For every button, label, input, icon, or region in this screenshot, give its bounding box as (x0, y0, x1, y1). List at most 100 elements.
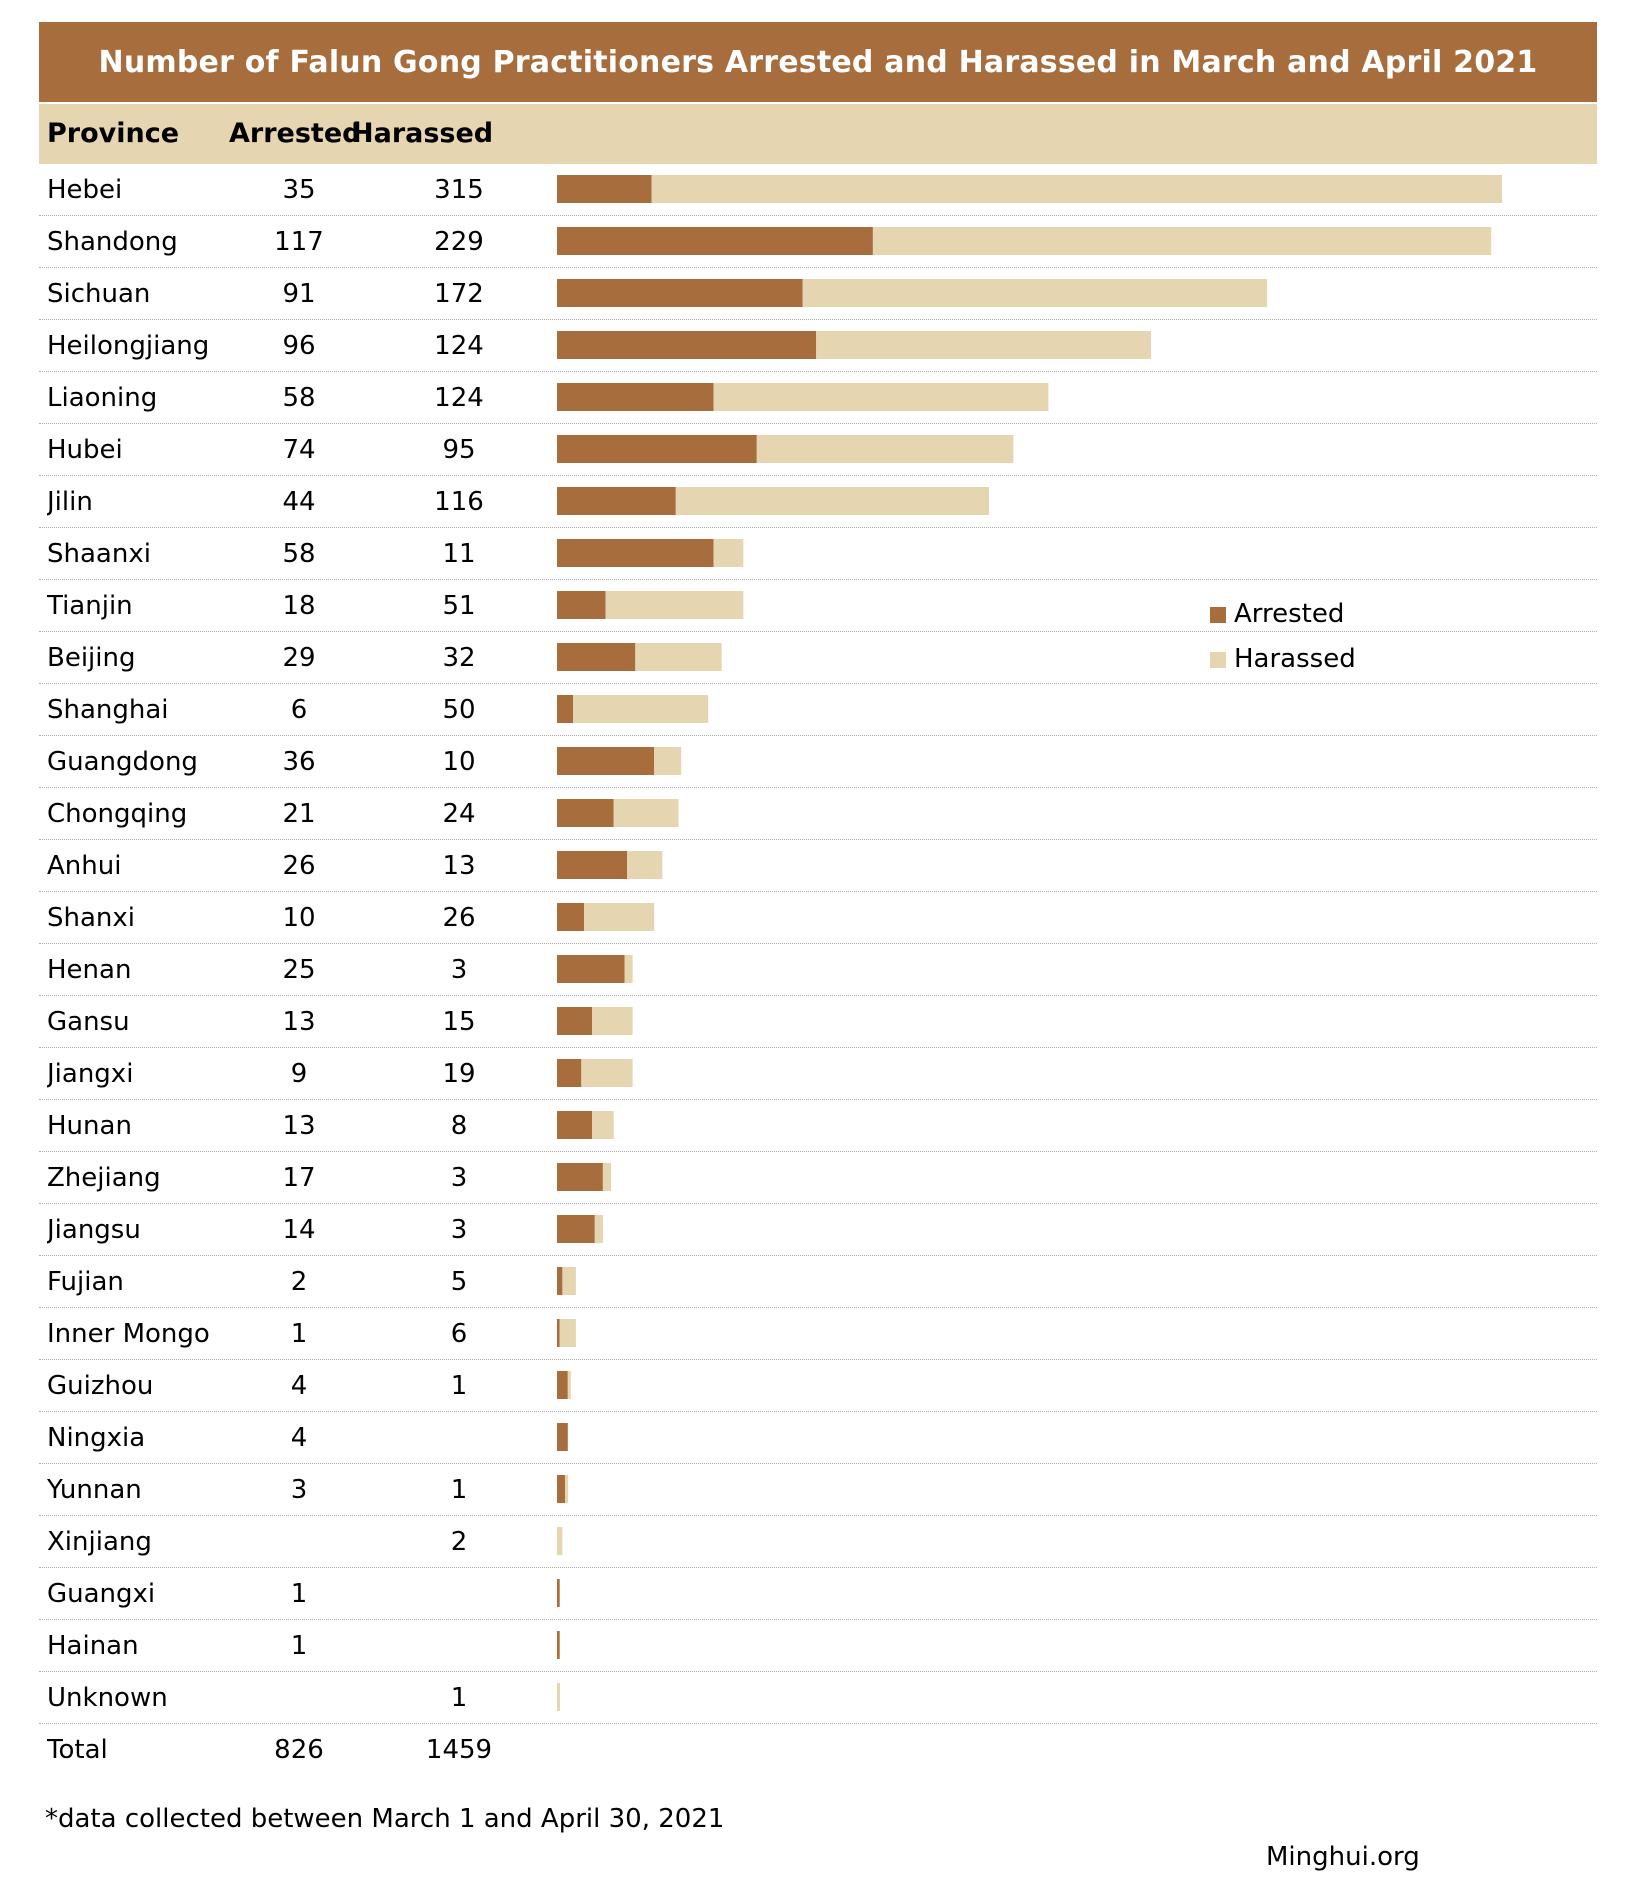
table-row: Yunnan 3 1 (39, 1464, 1597, 1516)
harassed-cell: 13 (442, 851, 476, 881)
legend-swatch-arrested (1210, 607, 1226, 623)
province-cell: Liaoning (47, 383, 158, 413)
arrested-cell: 9 (290, 1059, 308, 1089)
arrested-cell: 117 (274, 227, 324, 257)
table-row: Jiangxi 9 19 (39, 1048, 1597, 1100)
province-cell: Zhejiang (47, 1163, 161, 1193)
harassed-cell: 3 (450, 955, 468, 985)
footnote: *data collected between March 1 and Apri… (45, 1804, 725, 1834)
table-row: Tianjin 18 51 (39, 580, 1597, 632)
arrested-cell: 14 (282, 1215, 316, 1245)
province-cell: Hubei (47, 435, 123, 465)
table-row: Guangxi 1 (39, 1568, 1597, 1620)
harassed-cell: 32 (442, 643, 476, 673)
province-cell: Anhui (47, 851, 122, 881)
header-harassed: Harassed (351, 118, 494, 149)
arrested-cell: 18 (282, 591, 316, 621)
arrested-cell: 6 (290, 695, 308, 725)
province-cell: Guizhou (47, 1371, 154, 1401)
harassed-cell: 315 (434, 175, 484, 205)
province-cell: Shanxi (47, 903, 136, 933)
table-row: Shanxi 10 26 (39, 892, 1597, 944)
province-cell: Jiangxi (47, 1059, 134, 1089)
harassed-cell: 1 (450, 1683, 468, 1713)
province-cell: Chongqing (47, 799, 188, 829)
province-cell: Henan (47, 955, 132, 985)
province-cell: Tianjin (47, 591, 133, 621)
table-row: Heilongjiang 96 124 (39, 320, 1597, 372)
table-row: Liaoning 58 124 (39, 372, 1597, 424)
harassed-cell: 172 (434, 279, 484, 309)
arrested-cell: 74 (282, 435, 316, 465)
province-cell: Heilongjiang (47, 331, 210, 361)
arrested-cell: 4 (290, 1423, 308, 1453)
province-cell: Jiangsu (47, 1215, 141, 1245)
arrested-cell (249, 1672, 349, 1724)
arrested-cell (249, 1516, 349, 1568)
arrested-cell: 35 (282, 175, 316, 205)
table-row: Fujian 2 5 (39, 1256, 1597, 1308)
total-label: Total (47, 1735, 108, 1765)
table-row: Ningxia 4 (39, 1412, 1597, 1464)
province-cell: Shandong (47, 227, 178, 257)
legend-item-arrested: Arrested (1210, 597, 1356, 642)
table-row: Hubei 74 95 (39, 424, 1597, 476)
title-bar: Number of Falun Gong Practitioners Arres… (39, 22, 1597, 102)
legend-swatch-harassed (1210, 652, 1226, 668)
harassed-cell: 8 (450, 1111, 468, 1141)
legend-item-harassed: Harassed (1210, 642, 1356, 687)
table-row: Guizhou 4 1 (39, 1360, 1597, 1412)
arrested-cell: 91 (282, 279, 316, 309)
arrested-cell: 13 (282, 1007, 316, 1037)
arrested-cell: 58 (282, 539, 316, 569)
province-cell: Hebei (47, 175, 123, 205)
harassed-cell: 95 (442, 435, 476, 465)
table-row: Jilin 44 116 (39, 476, 1597, 528)
table-row: Jiangsu 14 3 (39, 1204, 1597, 1256)
table-row: Unknown 1 (39, 1672, 1597, 1724)
arrested-cell: 10 (282, 903, 316, 933)
harassed-cell: 10 (442, 747, 476, 777)
province-cell: Guangdong (47, 747, 198, 777)
province-cell: Beijing (47, 643, 136, 673)
harassed-cell: 116 (434, 487, 484, 517)
arrested-cell: 96 (282, 331, 316, 361)
arrested-cell: 26 (282, 851, 316, 881)
arrested-cell: 58 (282, 383, 316, 413)
province-cell: Hainan (47, 1631, 139, 1661)
table-row: Inner Mongo 1 6 (39, 1308, 1597, 1360)
arrested-cell: 1 (290, 1319, 308, 1349)
harassed-cell: 6 (450, 1319, 468, 1349)
table-row: Chongqing 21 24 (39, 788, 1597, 840)
harassed-cell: 1 (450, 1371, 468, 1401)
table-row: Shandong 117 229 (39, 216, 1597, 268)
arrested-cell: 21 (282, 799, 316, 829)
source-credit: Minghui.org (1266, 1842, 1420, 1872)
arrested-cell: 3 (290, 1475, 308, 1505)
province-cell: Hunan (47, 1111, 132, 1141)
arrested-cell: 25 (282, 955, 316, 985)
total-harassed: 1459 (425, 1735, 493, 1765)
province-cell: Xinjiang (47, 1527, 152, 1557)
legend-label-harassed: Harassed (1234, 644, 1356, 674)
province-cell: Fujian (47, 1267, 124, 1297)
province-cell: Guangxi (47, 1579, 156, 1609)
table-header: Province Arrested Harassed (39, 104, 1597, 164)
legend: Arrested Harassed (1210, 597, 1356, 687)
table-row: Hainan 1 (39, 1620, 1597, 1672)
arrested-cell: 1 (290, 1579, 308, 1609)
header-province: Province (47, 118, 180, 149)
table-row: Shanghai 6 50 (39, 684, 1597, 736)
arrested-cell: 36 (282, 747, 316, 777)
harassed-cell (399, 1620, 519, 1672)
header-arrested: Arrested (229, 118, 362, 149)
harassed-cell: 15 (442, 1007, 476, 1037)
arrested-cell: 4 (290, 1371, 308, 1401)
harassed-cell: 1 (450, 1475, 468, 1505)
harassed-cell: 3 (450, 1163, 468, 1193)
province-cell: Sichuan (47, 279, 151, 309)
province-cell: Inner Mongo (47, 1319, 210, 1349)
table-row: Hunan 13 8 (39, 1100, 1597, 1152)
province-cell: Gansu (47, 1007, 130, 1037)
harassed-cell: 124 (434, 383, 484, 413)
